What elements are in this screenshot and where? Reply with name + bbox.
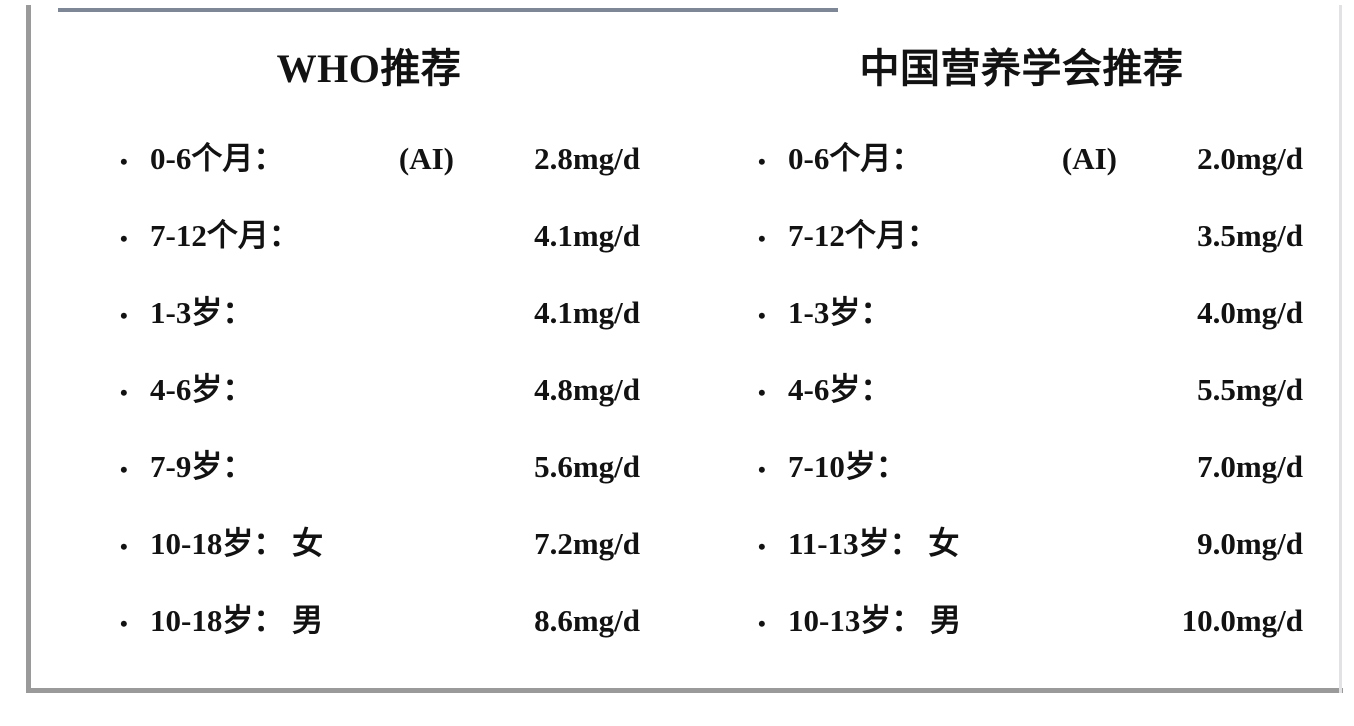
age-group-label: 4-6岁： [788, 372, 892, 407]
list-item: • 4-6岁： 5.5mg/d [758, 364, 1303, 441]
dose-value: 4.0mg/d [1197, 295, 1303, 330]
dose-value: 7.0mg/d [1197, 449, 1303, 484]
dose-value: 4.1mg/d [534, 218, 640, 253]
bullet-icon: • [758, 457, 766, 482]
list-item: • 7-10岁： 7.0mg/d [758, 441, 1303, 518]
bullet-icon: • [758, 534, 766, 559]
dose-value: 3.5mg/d [1197, 218, 1303, 253]
dose-value: 10.0mg/d [1181, 603, 1303, 638]
column-who: WHO推荐 • 0-6个月： (AI) 2.8mg/d • 7-12个月： 4.… [120, 45, 640, 672]
list-item: • 1-3岁： 4.0mg/d [758, 287, 1303, 364]
bullet-icon: • [120, 149, 128, 174]
age-group-label: 7-12个月： [150, 218, 300, 253]
dose-value: 5.6mg/d [534, 449, 640, 484]
list-item: • 7-12个月： 4.1mg/d [120, 210, 640, 287]
dose-value: 5.5mg/d [1197, 372, 1303, 407]
age-group-label: 0-6个月： [788, 141, 923, 176]
age-group-label: 7-10岁： [788, 449, 907, 484]
bullet-icon: • [120, 611, 128, 636]
list-item: • 10-18岁： 女 7.2mg/d [120, 518, 640, 595]
bullet-icon: • [758, 611, 766, 636]
bullet-icon: • [758, 380, 766, 405]
age-group-label: 1-3岁： [788, 295, 892, 330]
column-title-chinese-nutrition-society: 中国营养学会推荐 [859, 46, 1184, 91]
age-group-label: 10-18岁： 男 [150, 603, 324, 638]
dose-value: 7.2mg/d [534, 526, 640, 561]
bullet-icon: • [120, 534, 128, 559]
list-item: • 7-12个月： 3.5mg/d [758, 210, 1303, 287]
dose-value: 2.8mg/d [534, 141, 640, 176]
intake-type-note: (AI) [1061, 141, 1117, 176]
column-title-who: WHO推荐 [276, 46, 462, 91]
bullet-icon: • [120, 226, 128, 251]
list-item: • 10-13岁： 男 10.0mg/d [758, 595, 1303, 672]
list-item: • 4-6岁： 4.8mg/d [120, 364, 640, 441]
age-group-label: 10-18岁： 女 [150, 526, 324, 561]
frame-bottom-border [26, 688, 1343, 693]
title-underline-rule [58, 8, 838, 12]
list-item: • 0-6个月： (AI) 2.8mg/d [120, 133, 640, 210]
age-group-label: 10-13岁： 男 [788, 603, 962, 638]
dose-value: 9.0mg/d [1197, 526, 1303, 561]
dose-value: 2.0mg/d [1197, 141, 1303, 176]
bullet-icon: • [758, 226, 766, 251]
column-chinese-nutrition-society: 中国营养学会推荐 • 0-6个月： (AI) 2.0mg/d • 7-12个月：… [758, 45, 1303, 672]
age-group-label: 1-3岁： [150, 295, 254, 330]
bullet-icon: • [120, 457, 128, 482]
frame-left-border [26, 5, 31, 693]
bullet-icon: • [758, 303, 766, 328]
dose-value: 4.1mg/d [534, 295, 640, 330]
rows-chinese-nutrition-society: • 0-6个月： (AI) 2.0mg/d • 7-12个月： 3.5mg/d … [758, 133, 1303, 672]
frame-right-border [1339, 5, 1342, 693]
dose-value: 4.8mg/d [534, 372, 640, 407]
rows-who: • 0-6个月： (AI) 2.8mg/d • 7-12个月： 4.1mg/d … [120, 133, 640, 672]
list-item: • 0-6个月： (AI) 2.0mg/d [758, 133, 1303, 210]
age-group-label: 7-9岁： [150, 449, 254, 484]
dose-value: 8.6mg/d [534, 603, 640, 638]
age-group-label: 7-12个月： [788, 218, 938, 253]
list-item: • 10-18岁： 男 8.6mg/d [120, 595, 640, 672]
age-group-label: 4-6岁： [150, 372, 254, 407]
list-item: • 7-9岁： 5.6mg/d [120, 441, 640, 518]
list-item: • 11-13岁： 女 9.0mg/d [758, 518, 1303, 595]
bullet-icon: • [120, 380, 128, 405]
bullet-icon: • [120, 303, 128, 328]
bullet-icon: • [758, 149, 766, 174]
age-group-label: 11-13岁： 女 [788, 526, 960, 561]
list-item: • 1-3岁： 4.1mg/d [120, 287, 640, 364]
intake-type-note: (AI) [398, 141, 454, 176]
age-group-label: 0-6个月： [150, 141, 285, 176]
